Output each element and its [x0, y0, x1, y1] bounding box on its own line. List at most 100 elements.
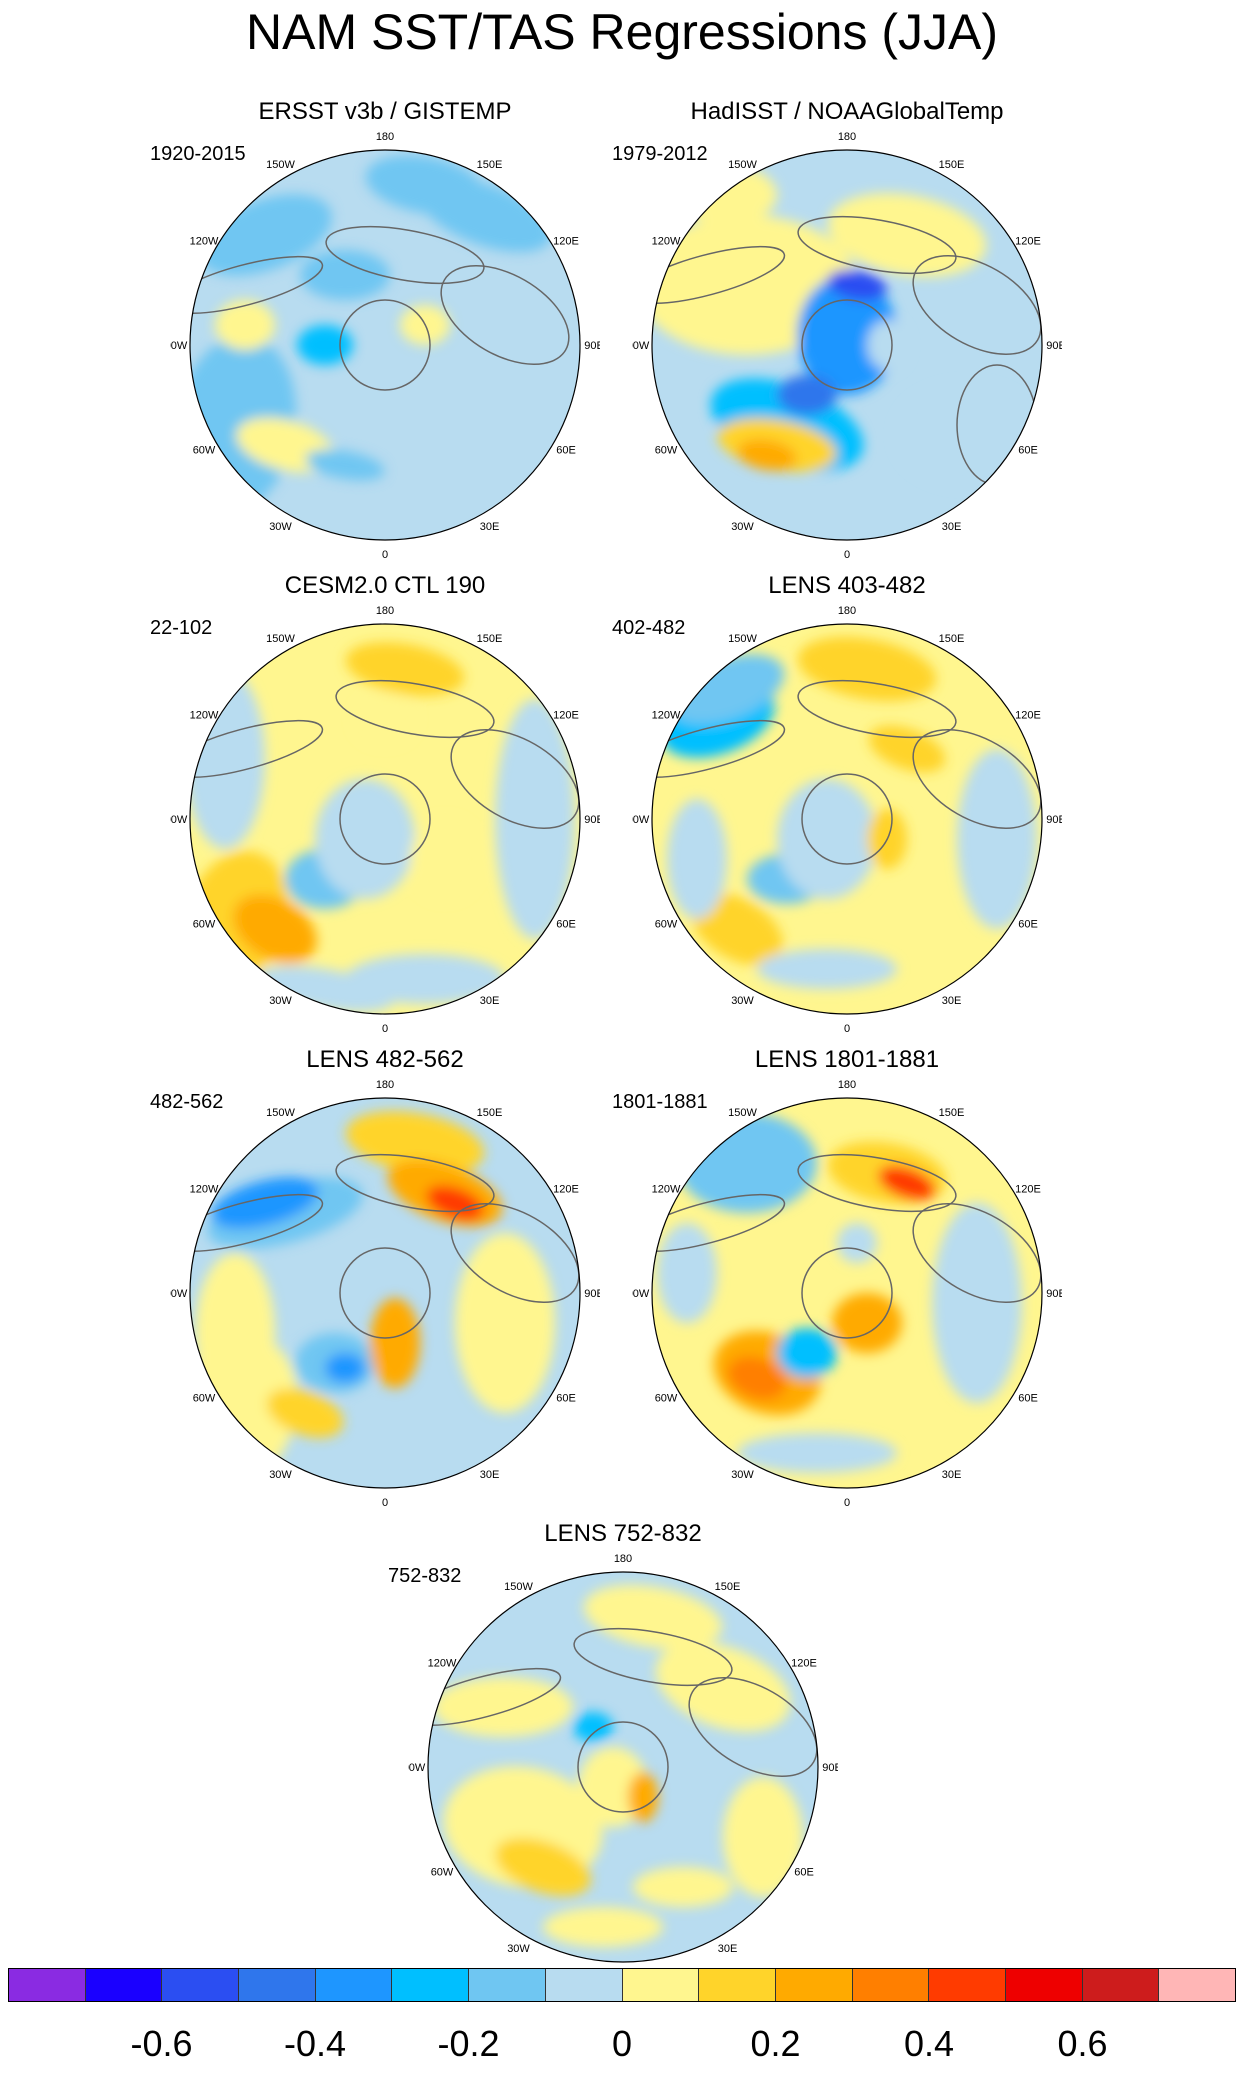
longitude-label: 90E — [1046, 340, 1062, 352]
colorbar-swatch — [622, 1969, 700, 2001]
colorbar-swatch — [9, 1969, 86, 2001]
anomaly-contour — [691, 892, 783, 966]
longitude-label: 0 — [844, 549, 850, 561]
longitude-label: 120E — [1015, 236, 1041, 248]
colorbar-labels: -0.6 -0.4 -0.2 0 0.2 0.4 0.6 — [8, 2022, 1236, 2072]
longitude-label: 60W — [655, 919, 678, 931]
coastline — [652, 245, 786, 305]
anomaly-contour — [777, 1328, 837, 1378]
longitude-label: 60W — [193, 1393, 216, 1405]
longitude-label: 120E — [791, 1658, 817, 1670]
coastline — [577, 1721, 669, 1813]
anomaly-contour — [345, 1111, 485, 1175]
anomaly-contour — [897, 385, 1037, 485]
longitude-label: 180 — [838, 1079, 856, 1091]
longitude-label: 30W — [731, 995, 754, 1007]
anomaly-contour — [677, 165, 777, 225]
longitude-label: 60W — [655, 1393, 678, 1405]
coastline — [688, 1677, 818, 1777]
coastline — [339, 1247, 431, 1339]
longitude-label: 150W — [728, 633, 757, 645]
longitude-label: 120W — [652, 236, 681, 248]
anomaly-contour — [211, 1177, 319, 1229]
anomaly-contour — [410, 819, 480, 899]
longitude-label: 60E — [794, 1867, 814, 1879]
anomaly-contour — [195, 1253, 275, 1413]
longitude-label: 30E — [718, 1943, 738, 1955]
longitude-label: 30E — [480, 995, 500, 1007]
coastline — [652, 1193, 786, 1253]
longitude-label: 90E — [1046, 814, 1062, 826]
coastline — [428, 1667, 562, 1727]
panel-period: 22-102 — [150, 617, 213, 639]
panel-period: 1979-2012 — [612, 143, 708, 165]
map-border — [189, 149, 581, 541]
coastline — [912, 255, 1042, 355]
anomaly-contour — [266, 1388, 344, 1438]
longitude-label: 0 — [382, 549, 388, 561]
anomaly-contour — [777, 375, 837, 415]
longitude-label: 30W — [269, 521, 292, 533]
longitude-label: 150W — [504, 1581, 533, 1593]
longitude-label: 150W — [266, 1107, 295, 1119]
anomaly-contour — [325, 1353, 365, 1383]
anomaly-contour — [737, 439, 797, 471]
longitude-label: 180 — [376, 1079, 394, 1091]
longitude-label: 90W — [170, 1288, 188, 1300]
longitude-label: 0 — [844, 1497, 850, 1509]
polar-map: 180150E120E90E60E30E030W60W90W120W150W — [170, 605, 600, 1035]
polar-map: 180150E120E90E60E30E030W60W90W120W150W — [408, 1553, 838, 1983]
polar-map: 180150E120E90E60E30E030W60W90W120W150W — [632, 605, 1062, 1035]
longitude-label: 180 — [838, 605, 856, 617]
polar-map: 180150E120E90E60E30E030W60W90W120W150W — [632, 1079, 1062, 1509]
longitude-label: 90E — [584, 814, 600, 826]
longitude-label: 120W — [652, 1184, 681, 1196]
coastline — [797, 679, 957, 739]
colorbar-swatch — [469, 1969, 546, 2001]
longitude-label: 120E — [553, 236, 579, 248]
colorbar-swatch — [1159, 1969, 1235, 2001]
figure-title: NAM SST/TAS Regressions (JJA) — [245, 4, 998, 60]
longitude-label: 150E — [939, 159, 965, 171]
coastline — [652, 719, 786, 779]
longitude-label: 60E — [556, 445, 576, 457]
longitude-label: 30E — [480, 1469, 500, 1481]
longitude-label: 180 — [376, 131, 394, 143]
coastline — [801, 1247, 893, 1339]
coastline — [440, 265, 570, 365]
coastline — [190, 719, 324, 779]
longitude-label: 0 — [382, 1023, 388, 1035]
longitude-label: 120W — [190, 236, 219, 248]
longitude-label: 150W — [728, 159, 757, 171]
map-panel: ERSST v3b / GISTEMP 1920-2015 180 150E 120E 9… — [150, 98, 600, 568]
longitude-label: 30W — [731, 1469, 754, 1481]
anomaly-contour — [633, 1867, 733, 1907]
anomaly-contour — [777, 779, 877, 899]
panel-title: CESM2.0 CTL 190 — [284, 572, 486, 599]
anomaly-contour — [797, 275, 897, 395]
colorbar-swatch — [852, 1969, 930, 2001]
longitude-label: 120W — [428, 1658, 457, 1670]
colorbar-tick-label: 0.4 — [903, 2023, 955, 2064]
panel-title: HadISST / NOAAGlobalTemp — [690, 98, 1004, 125]
coastline — [335, 679, 495, 739]
longitude-label: 150E — [477, 633, 503, 645]
longitude-label: 120E — [553, 1184, 579, 1196]
panel-title: LENS 403-482 — [768, 572, 926, 599]
anomaly-contour — [797, 637, 937, 701]
longitude-label: 60W — [193, 445, 216, 457]
anomaly-contour — [455, 1233, 555, 1413]
map-panel: LENS 403-482 402-482 180 150E 120E 90E 60E 30E 0… — [612, 572, 1062, 1042]
anomaly-contour — [723, 1777, 803, 1897]
polar-map: 180150E120E90E60E30E030W60W90W120W150W — [170, 1079, 600, 1509]
longitude-label: 120W — [652, 710, 681, 722]
anomaly-contour — [297, 325, 353, 365]
longitude-label: 120E — [1015, 710, 1041, 722]
map-border — [189, 1097, 581, 1489]
colorbar-swatch — [699, 1969, 776, 2001]
longitude-label: 60E — [1018, 445, 1038, 457]
longitude-label: 30W — [507, 1943, 530, 1955]
panel-title: ERSST v3b / GISTEMP — [258, 98, 512, 125]
longitude-label: 150W — [728, 1107, 757, 1119]
anomaly-contour — [583, 1585, 723, 1649]
